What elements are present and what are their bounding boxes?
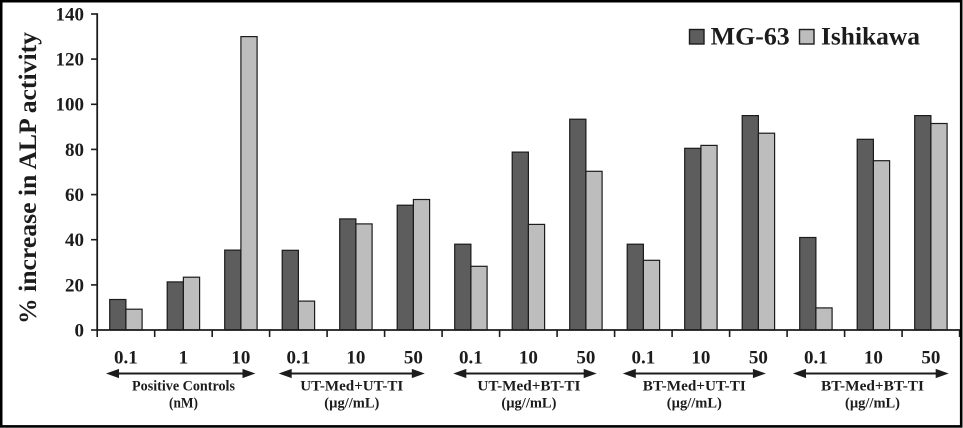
svg-text:0.1: 0.1 [114, 348, 138, 369]
svg-text:20: 20 [65, 275, 84, 296]
svg-text:50: 50 [576, 348, 595, 369]
svg-text:(nM): (nM) [169, 396, 198, 412]
svg-text:% increase in ALP activity: % increase in ALP activity [15, 31, 42, 324]
svg-text:Ishikawa: Ishikawa [821, 24, 921, 51]
svg-text:UT-Med+UT-TI: UT-Med+UT-TI [300, 379, 403, 395]
svg-text:(µg//mL): (µg//mL) [324, 396, 379, 412]
svg-text:40: 40 [65, 230, 84, 251]
svg-text:1: 1 [179, 348, 189, 369]
svg-text:MG-63: MG-63 [711, 24, 790, 51]
svg-text:10: 10 [691, 348, 710, 369]
svg-text:10: 10 [231, 348, 250, 369]
svg-text:120: 120 [56, 50, 85, 71]
svg-text:(µg//mL): (µg//mL) [667, 396, 722, 412]
svg-text:0.1: 0.1 [459, 348, 483, 369]
svg-text:Positive Controls: Positive Controls [132, 379, 235, 395]
svg-text:50: 50 [749, 348, 768, 369]
svg-text:50: 50 [404, 348, 423, 369]
svg-text:10: 10 [346, 348, 365, 369]
svg-text:140: 140 [56, 4, 85, 25]
svg-text:0.1: 0.1 [804, 348, 828, 369]
svg-text:10: 10 [864, 348, 883, 369]
svg-text:(µg//mL): (µg//mL) [501, 396, 556, 412]
svg-text:0: 0 [75, 320, 85, 341]
svg-text:80: 80 [65, 140, 84, 161]
svg-text:BT-Med+UT-TI: BT-Med+UT-TI [643, 379, 746, 395]
svg-text:100: 100 [56, 95, 85, 116]
svg-text:0.1: 0.1 [287, 348, 311, 369]
svg-text:(µg//mL): (µg//mL) [845, 396, 900, 412]
svg-text:10: 10 [519, 348, 538, 369]
svg-text:50: 50 [921, 348, 940, 369]
svg-text:0.1: 0.1 [632, 348, 656, 369]
svg-text:UT-Med+BT-TI: UT-Med+BT-TI [477, 379, 580, 395]
svg-text:60: 60 [65, 185, 84, 206]
svg-text:BT-Med+BT-TI: BT-Med+BT-TI [821, 379, 924, 395]
